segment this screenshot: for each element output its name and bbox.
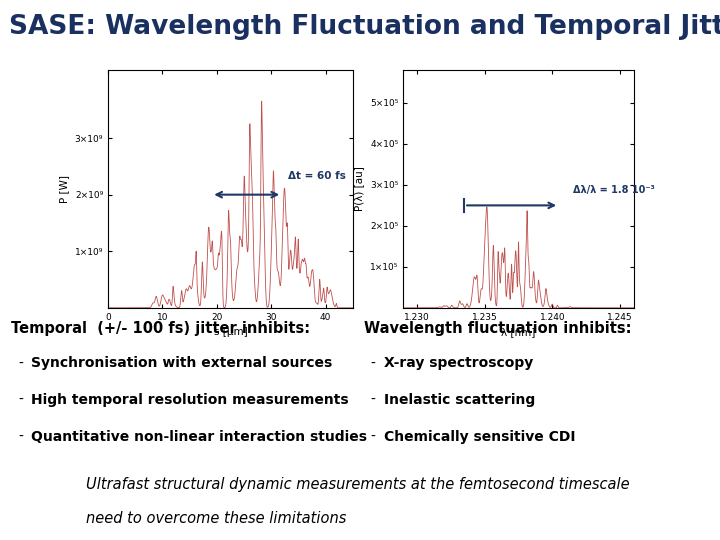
Text: X-ray spectroscopy: X-ray spectroscopy (384, 356, 533, 370)
Text: -: - (371, 393, 376, 407)
Text: Inelastic scattering: Inelastic scattering (384, 393, 535, 407)
X-axis label: λ [nm]: λ [nm] (501, 327, 536, 337)
Text: Wavelength fluctuation inhibits:: Wavelength fluctuation inhibits: (364, 321, 631, 336)
Text: SASE: Wavelength Fluctuation and Temporal Jitter: SASE: Wavelength Fluctuation and Tempora… (9, 14, 720, 39)
Text: -: - (371, 356, 376, 370)
Y-axis label: P [W]: P [W] (59, 175, 69, 203)
Text: Δλ/λ = 1.8 10⁻³: Δλ/λ = 1.8 10⁻³ (572, 185, 654, 195)
Text: Chemically sensitive CDI: Chemically sensitive CDI (384, 430, 575, 444)
Text: need to overcome these limitations: need to overcome these limitations (86, 511, 347, 526)
Text: -: - (371, 430, 376, 444)
Text: -: - (18, 430, 23, 444)
X-axis label: s [μm]: s [μm] (214, 327, 247, 337)
Text: Temporal  (+/- 100 fs) jitter inhibits:: Temporal (+/- 100 fs) jitter inhibits: (11, 321, 310, 336)
Y-axis label: P(λ) [au]: P(λ) [au] (354, 166, 364, 212)
Text: Quantitative non-linear interaction studies: Quantitative non-linear interaction stud… (31, 430, 367, 444)
Text: Δt = 60 fs: Δt = 60 fs (287, 171, 346, 180)
Text: Ultrafast structural dynamic measurements at the femtosecond timescale: Ultrafast structural dynamic measurement… (86, 477, 630, 492)
Text: -: - (18, 393, 23, 407)
Text: Synchronisation with external sources: Synchronisation with external sources (31, 356, 332, 370)
Text: High temporal resolution measurements: High temporal resolution measurements (31, 393, 348, 407)
Text: -: - (18, 356, 23, 370)
